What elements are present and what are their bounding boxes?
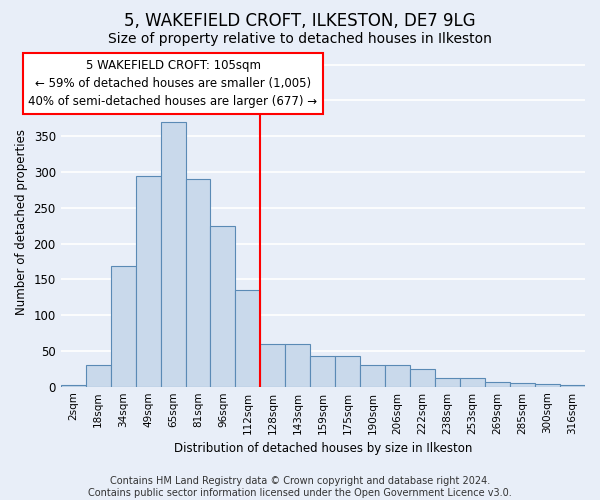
Bar xyxy=(485,382,510,386)
Bar xyxy=(185,179,211,386)
Bar xyxy=(335,356,360,386)
Bar xyxy=(260,344,286,386)
Bar xyxy=(460,378,485,386)
Text: 5, WAKEFIELD CROFT, ILKESTON, DE7 9LG: 5, WAKEFIELD CROFT, ILKESTON, DE7 9LG xyxy=(124,12,476,30)
X-axis label: Distribution of detached houses by size in Ilkeston: Distribution of detached houses by size … xyxy=(173,442,472,455)
Bar xyxy=(535,384,560,386)
Text: 5 WAKEFIELD CROFT: 105sqm
← 59% of detached houses are smaller (1,005)
40% of se: 5 WAKEFIELD CROFT: 105sqm ← 59% of detac… xyxy=(28,59,317,108)
Bar xyxy=(110,266,136,386)
Bar xyxy=(560,384,585,386)
Bar xyxy=(385,365,410,386)
Bar xyxy=(286,344,310,386)
Bar xyxy=(136,176,161,386)
Bar xyxy=(410,369,435,386)
Bar xyxy=(211,226,235,386)
Bar xyxy=(360,365,385,386)
Bar xyxy=(61,384,86,386)
Text: Size of property relative to detached houses in Ilkeston: Size of property relative to detached ho… xyxy=(108,32,492,46)
Bar xyxy=(161,122,185,386)
Text: Contains HM Land Registry data © Crown copyright and database right 2024.
Contai: Contains HM Land Registry data © Crown c… xyxy=(88,476,512,498)
Bar xyxy=(235,290,260,386)
Bar xyxy=(310,356,335,386)
Bar xyxy=(86,365,110,386)
Bar xyxy=(435,378,460,386)
Bar xyxy=(510,383,535,386)
Y-axis label: Number of detached properties: Number of detached properties xyxy=(15,129,28,315)
